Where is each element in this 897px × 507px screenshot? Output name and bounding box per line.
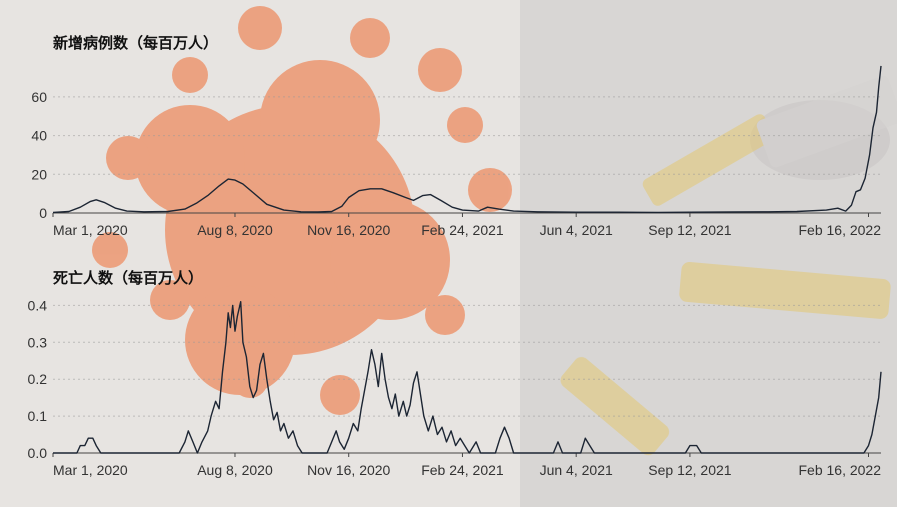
deaths-y-tick-label: 0.3 [28, 334, 48, 350]
cases-y-tick-label: 0 [39, 205, 47, 221]
cases-y-tick-label: 40 [31, 128, 47, 144]
cases-x-tick-label: Feb 16, 2022 [798, 222, 881, 238]
cases-chart-title: 新增病例数（每百万人） [53, 34, 218, 52]
deaths-x-tick-label: Feb 16, 2022 [798, 462, 881, 478]
deaths-chart: 死亡人数（每百万人） 0.0 0.1 0.2 0.3 0.4 Mar 1, 2020 Au… [28, 269, 882, 478]
cases-x-tick-label: Aug 8, 2020 [197, 222, 273, 238]
deaths-y-tick-label: 0.1 [28, 408, 48, 424]
cases-x-tick-label: Mar 1, 2020 [53, 222, 128, 238]
deaths-x-tick-label: Jun 4, 2021 [540, 462, 613, 478]
cases-x-tick-label: Nov 16, 2020 [307, 222, 390, 238]
deaths-chart-title: 死亡人数（每百万人） [53, 269, 203, 287]
deaths-x-tick-label: Mar 1, 2020 [53, 462, 128, 478]
cases-series-line [52, 65, 882, 214]
deaths-x-tick-label: Sep 12, 2021 [648, 462, 732, 478]
cases-x-tick-label: Feb 24, 2021 [421, 222, 504, 238]
cases-x-tick-label: Jun 4, 2021 [540, 222, 613, 238]
deaths-x-tick-label: Nov 16, 2020 [307, 462, 390, 478]
cases-y-tick-label: 20 [31, 166, 47, 182]
cases-y-tick-label: 60 [31, 89, 47, 105]
deaths-x-tick-label: Feb 24, 2021 [421, 462, 504, 478]
deaths-y-tick-label: 0.2 [28, 371, 48, 387]
cases-chart: 新增病例数（每百万人） 0 20 40 60 Mar 1, 2020 Aug 8, 20… [31, 34, 882, 238]
cases-x-tick-label: Sep 12, 2021 [648, 222, 732, 238]
deaths-x-tick-label: Aug 8, 2020 [197, 462, 273, 478]
deaths-y-tick-label: 0.0 [28, 445, 48, 461]
deaths-series-line [53, 301, 882, 454]
deaths-y-tick-label: 0.4 [28, 297, 48, 313]
